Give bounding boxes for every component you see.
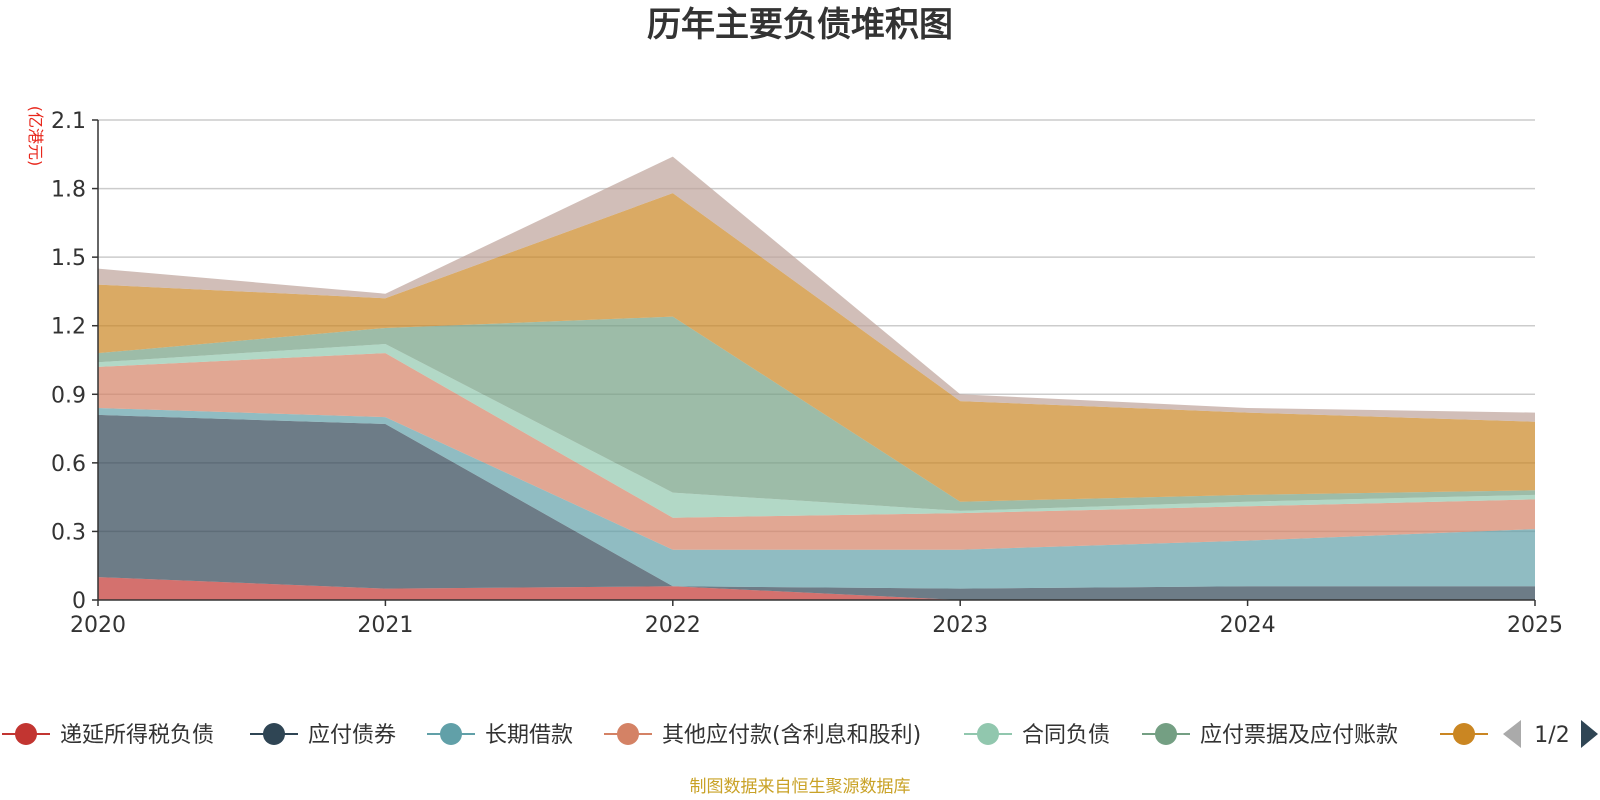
y-tick-label: 1.5	[51, 246, 86, 271]
area-4	[98, 353, 1535, 550]
legend-label: 递延所得税负债	[60, 723, 214, 748]
legend-item-2[interactable]: 应付债券	[250, 723, 396, 748]
x-tick-label: 2021	[357, 613, 413, 638]
legend-item-3[interactable]: 长期借款	[427, 723, 573, 748]
legend-circle-marker	[1453, 723, 1475, 745]
y-tick-label: 1.8	[51, 178, 86, 203]
legend-circle-marker	[15, 723, 37, 745]
legend-item-1[interactable]: 递延所得税负债	[2, 723, 214, 748]
chart-title: 历年主要负债堆积图	[647, 5, 953, 45]
y-tick-label: 0.9	[51, 383, 86, 408]
y-tick-label: 1.2	[51, 315, 86, 340]
legend: 递延所得税负债 应付债券 长期借款 其他应付款(含利息和股利) 合同负债 应付票据及应付账…	[2, 720, 1598, 748]
area-2	[98, 414, 1535, 600]
legend-page-indicator: 1/2	[1534, 723, 1569, 748]
data-source-note: 制图数据来自恒生聚源数据库	[690, 777, 911, 797]
area-7	[98, 193, 1535, 502]
legend-label: 合同负债	[1022, 723, 1110, 748]
y-tick-label: 0.6	[51, 452, 86, 477]
legend-circle-marker	[617, 723, 639, 745]
legend-circle-marker	[1155, 723, 1177, 745]
area-series-layer	[98, 156, 1535, 600]
y-tick-label: 0	[72, 589, 86, 614]
legend-item-6[interactable]: 应付票据及应付账款	[1142, 723, 1398, 748]
area-1	[98, 577, 1535, 600]
legend-label: 应付票据及应付账款	[1200, 723, 1398, 748]
y-tick-label: 2.1	[51, 109, 86, 134]
legend-label: 长期借款	[485, 723, 573, 748]
area-8	[98, 156, 1535, 422]
legend-next-page-icon[interactable]	[1581, 720, 1598, 748]
legend-circle-marker	[440, 723, 462, 745]
area-3	[98, 408, 1535, 589]
legend-item-7[interactable]	[1440, 723, 1488, 745]
area-6	[98, 316, 1535, 511]
area-5	[98, 344, 1535, 518]
y-tick-label: 0.3	[51, 520, 86, 545]
x-tick-label: 2025	[1507, 613, 1563, 638]
legend-circle-marker	[977, 723, 999, 745]
axes: 0 0.3 0.6 0.9 1.2 1.5 1.8 2.1 2020 2021 2022 2023 20…	[51, 109, 1563, 638]
legend-label: 其他应付款(含利息和股利)	[662, 723, 921, 748]
legend-circle-marker	[263, 723, 285, 745]
legend-prev-page-icon[interactable]	[1503, 720, 1521, 748]
legend-item-5[interactable]: 合同负债	[964, 723, 1110, 748]
x-tick-label: 2022	[645, 613, 701, 638]
x-tick-label: 2023	[932, 613, 988, 638]
legend-label: 应付债券	[308, 723, 396, 748]
legend-item-4[interactable]: 其他应付款(含利息和股利)	[604, 723, 921, 748]
y-axis-unit-label: (亿港元)	[26, 106, 45, 167]
x-tick-label: 2020	[70, 613, 126, 638]
x-tick-label: 2024	[1220, 613, 1276, 638]
